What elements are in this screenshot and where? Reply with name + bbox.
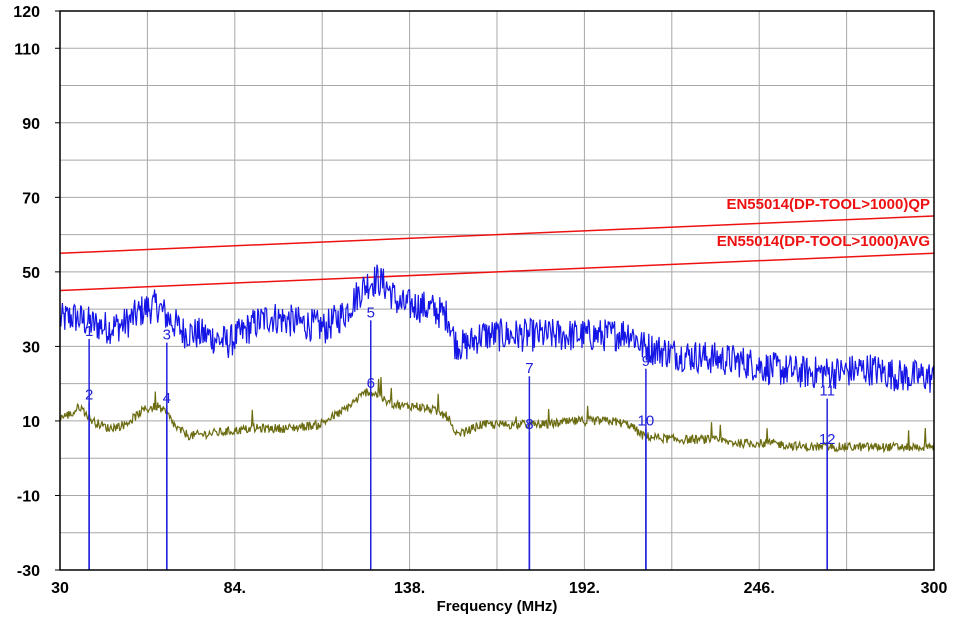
limit-lines (59, 215, 935, 292)
x-tick-label: 84. (224, 580, 246, 597)
marker-label: 4 (163, 390, 171, 407)
limit-line-label: EN55014(DP-TOOL>1000)QP (726, 196, 930, 213)
x-tick-label: 246. (744, 580, 775, 597)
marker-label: 1 (85, 323, 93, 340)
y-tick-label: -10 (17, 488, 40, 505)
marker-label: 10 (638, 412, 655, 429)
x-tick-label: 300 (921, 580, 948, 597)
marker-label: 8 (525, 416, 533, 433)
limit-line (59, 252, 935, 292)
trace-line (59, 377, 935, 454)
y-axis-ticks: -30 -10 10 30 50 70 90 110 120 (13, 4, 60, 580)
x-tick-label: 30 (51, 580, 69, 597)
x-axis-label: Frequency (MHz) (437, 598, 558, 615)
marker-label: 9 (642, 353, 650, 370)
marker-label: 2 (85, 386, 93, 403)
y-tick-label: 90 (22, 116, 40, 133)
y-tick-label: -30 (17, 563, 40, 580)
y-tick-label: 10 (22, 414, 40, 431)
trace-line (59, 264, 935, 393)
x-tick-label: 192. (569, 580, 600, 597)
marker-label: 5 (367, 304, 375, 321)
y-tick-label: 70 (22, 190, 40, 207)
x-axis-ticks: 30 84. 138. 192. 246. 300 (51, 580, 947, 597)
y-tick-label: 50 (22, 265, 40, 282)
trace-lines (59, 264, 935, 454)
y-tick-label: 120 (13, 4, 40, 21)
marker-label: 12 (819, 431, 836, 448)
marker-label: 11 (819, 383, 835, 400)
limit-line (59, 215, 935, 254)
marker-label: 3 (163, 327, 171, 344)
x-tick-label: 138. (394, 580, 425, 597)
limit-line-label: EN55014(DP-TOOL>1000)AVG (717, 233, 930, 250)
marker-label: 7 (525, 360, 533, 377)
y-tick-label: 30 (22, 339, 40, 356)
limit-labels: EN55014(DP-TOOL>1000)QP EN55014(DP-TOOL>1… (717, 196, 930, 250)
marker-label: 6 (367, 375, 375, 392)
plot-frame (59, 10, 935, 571)
y-tick-label: 110 (14, 41, 40, 58)
grid-lines (59, 11, 935, 570)
